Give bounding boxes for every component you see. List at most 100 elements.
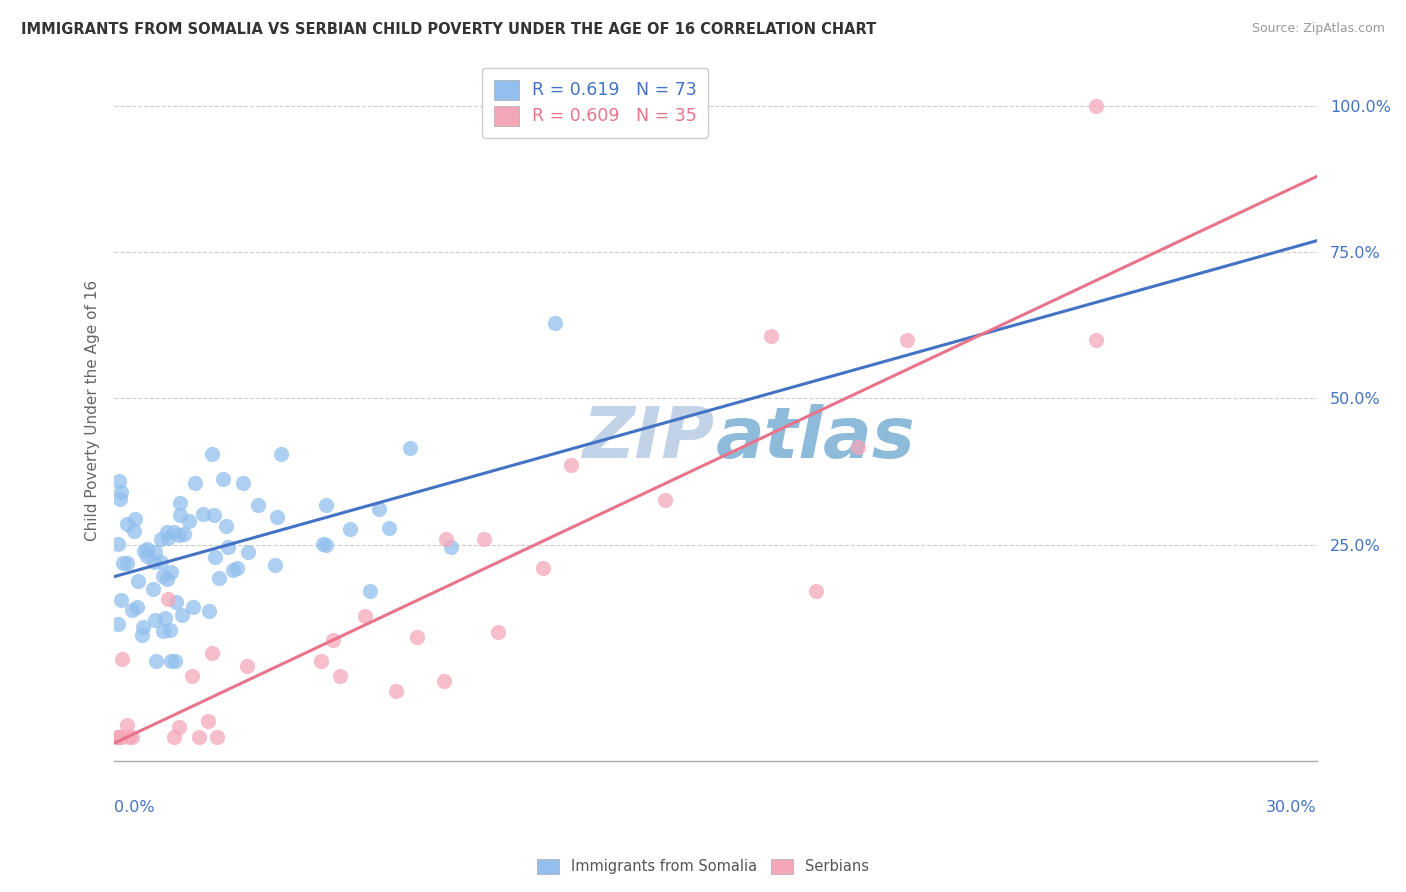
Point <box>134 543 156 558</box>
Point <box>201 447 224 461</box>
Point <box>111 557 134 571</box>
Point <box>157 592 180 607</box>
Point <box>121 603 143 617</box>
Point <box>405 630 427 644</box>
Point <box>212 472 235 486</box>
Point <box>434 532 457 546</box>
Point <box>118 731 141 745</box>
Point <box>163 524 186 539</box>
Text: IMMIGRANTS FROM SOMALIA VS SERBIAN CHILD POVERTY UNDER THE AGE OF 16 CORRELATION: IMMIGRANTS FROM SOMALIA VS SERBIAN CHILD… <box>21 22 876 37</box>
Point <box>201 646 224 660</box>
Point <box>846 440 869 454</box>
Point <box>108 474 131 488</box>
Point <box>150 533 173 547</box>
Point <box>181 668 204 682</box>
Point <box>124 524 146 539</box>
Point <box>172 607 194 622</box>
Point <box>143 613 166 627</box>
Point <box>143 544 166 558</box>
Point <box>472 532 495 546</box>
Point <box>107 731 129 745</box>
Point <box>385 684 408 698</box>
Text: 0.0%: 0.0% <box>114 799 155 814</box>
Point <box>354 609 377 624</box>
Point <box>110 731 132 745</box>
Point <box>222 563 245 577</box>
Point <box>804 584 827 599</box>
Y-axis label: Child Poverty Under the Age of 16: Child Poverty Under the Age of 16 <box>86 279 100 541</box>
Point <box>184 475 207 490</box>
Point <box>315 498 337 512</box>
Point <box>208 571 231 585</box>
Point <box>263 558 285 573</box>
Point <box>115 556 138 570</box>
Point <box>136 541 159 556</box>
Point <box>432 674 454 689</box>
Point <box>225 560 247 574</box>
Point <box>156 572 179 586</box>
Point <box>110 484 132 499</box>
Point <box>159 623 181 637</box>
Legend: R = 0.619   N = 73, R = 0.609   N = 35: R = 0.619 N = 73, R = 0.609 N = 35 <box>482 68 709 137</box>
Point <box>1085 333 1108 347</box>
Point <box>309 654 332 668</box>
Point <box>150 555 173 569</box>
Point <box>121 731 143 745</box>
Point <box>143 555 166 569</box>
Point <box>315 538 337 552</box>
Point <box>169 527 191 541</box>
Point <box>142 582 165 596</box>
Point <box>165 654 187 668</box>
Point <box>654 493 676 508</box>
Point <box>236 659 259 673</box>
Point <box>153 611 176 625</box>
Point <box>531 560 554 574</box>
Point <box>270 447 292 461</box>
Point <box>107 617 129 632</box>
Point <box>440 540 463 554</box>
Point <box>204 550 226 565</box>
Point <box>165 595 187 609</box>
Point <box>204 508 226 522</box>
Legend: Immigrants from Somalia, Serbians: Immigrants from Somalia, Serbians <box>531 853 875 880</box>
Point <box>127 599 149 614</box>
Point <box>107 537 129 551</box>
Point <box>173 527 195 541</box>
Point <box>544 316 567 330</box>
Point <box>197 714 219 728</box>
Point <box>135 549 157 563</box>
Point <box>339 522 361 536</box>
Point <box>163 731 186 745</box>
Point <box>127 574 149 588</box>
Point <box>188 731 211 745</box>
Point <box>312 537 335 551</box>
Point <box>236 545 259 559</box>
Text: ZIP: ZIP <box>583 404 716 473</box>
Point <box>191 508 214 522</box>
Point <box>107 731 129 745</box>
Point <box>205 731 228 745</box>
Point <box>131 620 153 634</box>
Point <box>169 496 191 510</box>
Point <box>152 569 174 583</box>
Point <box>377 521 399 535</box>
Point <box>398 441 420 455</box>
Point <box>157 531 180 545</box>
Text: atlas: atlas <box>716 404 915 473</box>
Point <box>197 604 219 618</box>
Point <box>759 329 782 343</box>
Point <box>131 627 153 641</box>
Point <box>160 654 183 668</box>
Point <box>110 593 132 607</box>
Point <box>1085 99 1108 113</box>
Point <box>115 516 138 531</box>
Text: Source: ZipAtlas.com: Source: ZipAtlas.com <box>1251 22 1385 36</box>
Point <box>169 719 191 733</box>
Point <box>179 514 201 528</box>
Point <box>183 600 205 615</box>
Point <box>145 654 167 668</box>
Point <box>108 491 131 506</box>
Point <box>359 584 381 599</box>
Point <box>322 633 344 648</box>
Point <box>124 512 146 526</box>
